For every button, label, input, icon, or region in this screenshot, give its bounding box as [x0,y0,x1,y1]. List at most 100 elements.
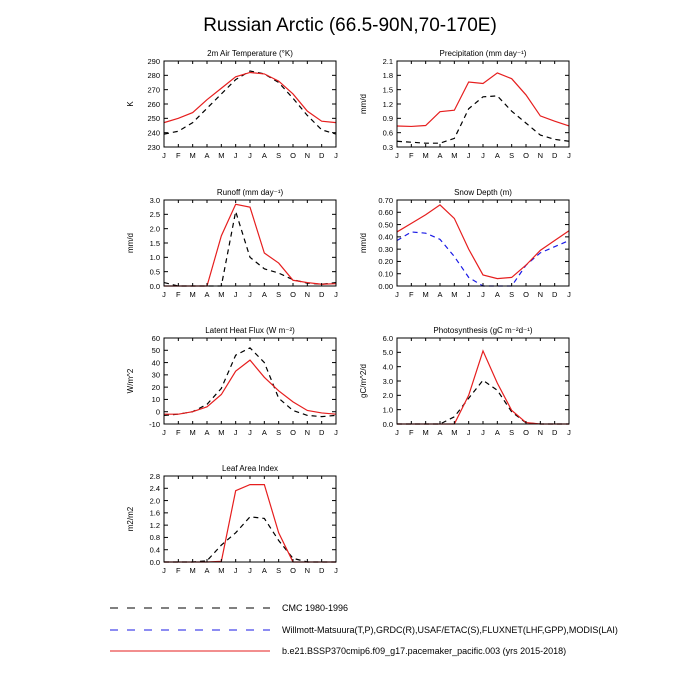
x-tick-label: D [319,290,325,299]
y-tick-label: 0.8 [150,533,160,542]
x-tick-label: J [567,290,571,299]
x-tick-label: O [523,151,529,160]
y-tick-label: 4.0 [383,362,393,371]
x-tick-label: O [290,290,296,299]
panel-title: Photosynthesis (gC m⁻²d⁻¹) [433,326,532,335]
x-tick-label: M [451,290,457,299]
x-tick-label: N [538,151,543,160]
x-tick-label: S [276,428,281,437]
panel-runoff: J F M A M J J A S O N D J0.00.51.01.52.02.53.0Runoff… [126,188,338,299]
x-tick-label: J [481,151,485,160]
x-tick-label: F [409,151,414,160]
figure-title: Russian Arctic (66.5-90N,70-170E) [203,15,497,36]
y-tick-label: 250 [147,114,160,123]
legend-item: Willmott-Matsuura(T,P),GRDC(R),USAF/ETAC… [110,625,618,635]
x-tick-label: J [395,290,399,299]
x-tick-label: M [190,566,196,575]
y-tick-label: 1.2 [383,100,393,109]
y-tick-label: 3.0 [383,377,393,386]
panel-gpp: J F M A M J J A S O N D J0.01.02.03.04.05.06.0Photos… [359,326,571,437]
panel-title: Runoff (mm day⁻¹) [217,188,284,197]
series-line-model [396,204,570,280]
x-tick-label: A [262,290,267,299]
x-tick-label: N [538,290,543,299]
panel-precip: J F M A M J J A S O N D J0.30.60.91.21.51.82.1Precip… [359,49,571,160]
y-tick-label: 0.10 [378,270,393,279]
y-tick-label: 1.5 [150,239,160,248]
y-tick-label: 0.9 [383,114,393,123]
x-tick-label: J [248,566,252,575]
x-tick-label: O [290,151,296,160]
x-tick-label: J [481,290,485,299]
y-axis-label: K [126,101,135,107]
y-tick-label: 6.0 [383,334,393,343]
x-tick-label: J [234,151,238,160]
x-tick-label: N [305,151,310,160]
x-tick-label: J [334,290,338,299]
x-tick-label: M [218,290,224,299]
panel-title: Precipitation (mm day⁻¹) [440,49,527,58]
x-tick-label: M [423,151,429,160]
x-tick-label: F [176,151,181,160]
y-tick-label: 40 [152,358,160,367]
x-tick-label: O [523,428,529,437]
y-tick-label: 0.50 [378,220,393,229]
y-tick-label: 0.70 [378,196,393,205]
x-tick-label: M [190,290,196,299]
x-tick-label: A [495,151,500,160]
x-tick-label: S [276,151,281,160]
x-tick-label: J [395,428,399,437]
y-tick-label: 20 [152,383,160,392]
y-tick-label: 2.5 [150,210,160,219]
y-tick-label: 3.0 [150,196,160,205]
y-tick-label: 290 [147,57,160,66]
y-tick-label: 1.2 [150,521,160,530]
y-tick-label: 2.0 [150,224,160,233]
y-axis-label: W/m^2 [126,368,135,393]
x-tick-label: J [481,428,485,437]
x-tick-label: A [495,428,500,437]
x-tick-label: F [176,290,181,299]
legend-item: CMC 1980-1996 [110,603,348,613]
x-tick-label: S [509,428,514,437]
x-tick-label: J [248,428,252,437]
y-tick-label: 1.8 [383,71,393,80]
x-tick-label: J [162,290,166,299]
legend-item: b.e21.BSSP370cmip6.f09_g17.pacemaker_pac… [110,646,566,656]
x-tick-label: D [319,428,325,437]
y-tick-label: 270 [147,85,160,94]
y-tick-label: 280 [147,71,160,80]
y-tick-label: 1.0 [383,405,393,414]
x-tick-label: M [423,290,429,299]
x-tick-label: J [467,290,471,299]
y-tick-label: 10 [152,395,160,404]
y-tick-label: 1.6 [150,509,160,518]
x-tick-label: S [509,151,514,160]
x-tick-label: A [437,151,442,160]
legend-label: CMC 1980-1996 [282,603,348,613]
x-tick-label: F [409,428,414,437]
y-tick-label: 2.0 [150,496,160,505]
x-tick-label: D [319,151,325,160]
x-tick-label: M [218,566,224,575]
x-tick-label: N [305,428,310,437]
y-tick-label: 50 [152,346,160,355]
x-tick-label: J [234,566,238,575]
x-tick-label: M [190,151,196,160]
y-tick-label: 0.6 [383,128,393,137]
x-tick-label: J [567,151,571,160]
series-line-model [396,72,570,128]
y-tick-label: 5.0 [383,348,393,357]
x-tick-label: M [190,428,196,437]
series-line-model [163,71,337,124]
y-tick-label: 0.00 [378,282,393,291]
y-tick-label: 0.4 [150,546,160,555]
x-tick-label: M [218,151,224,160]
x-tick-label: S [276,290,281,299]
x-tick-label: M [451,428,457,437]
x-tick-label: A [204,151,209,160]
